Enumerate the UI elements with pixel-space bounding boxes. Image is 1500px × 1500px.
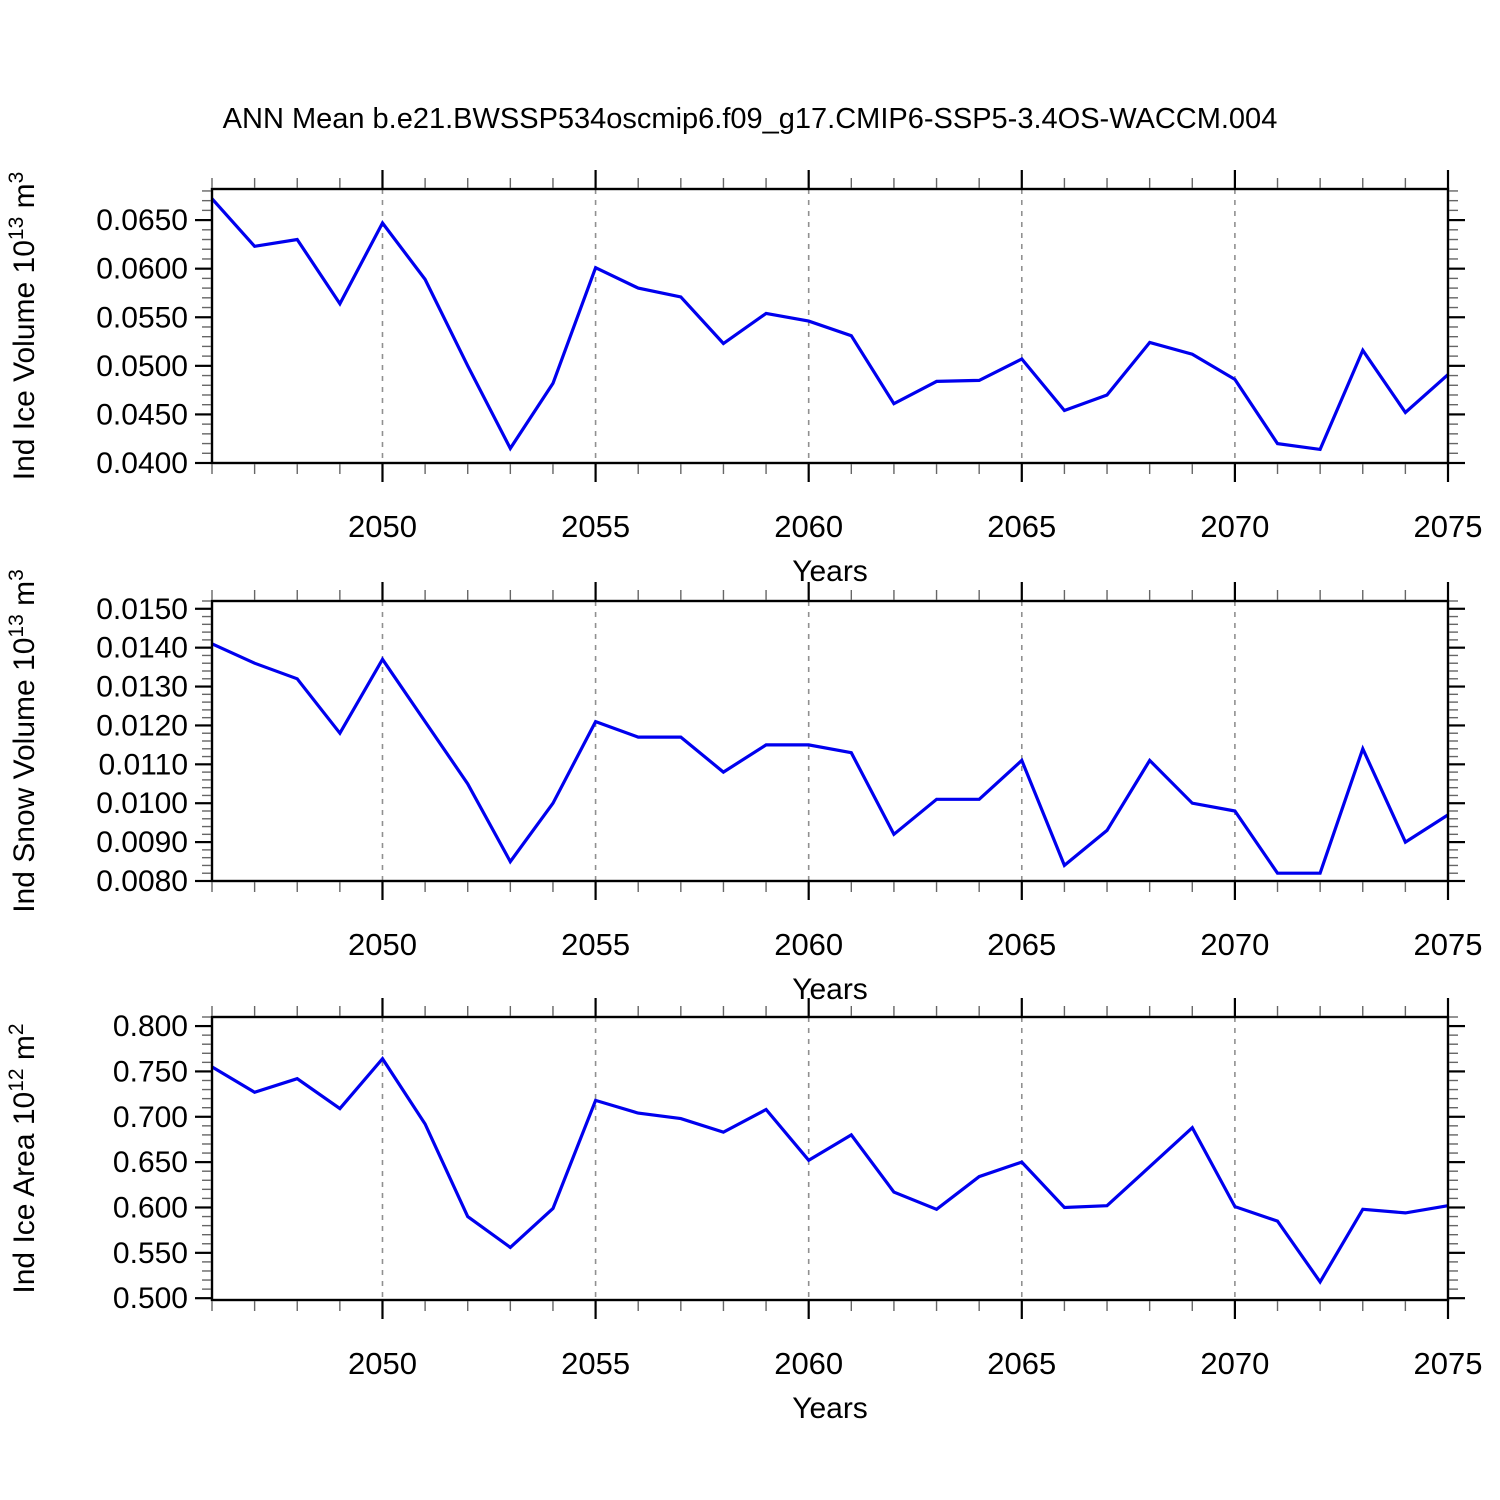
y-tick-label: 0.0120: [96, 709, 188, 742]
charts-root: 0.0400 0.0450 0.0500 0.0550 0.0600 0.0650 2050…: [5, 170, 1482, 1425]
y-tick-label: 0.0550: [96, 301, 188, 334]
y-tick-label: 0.0150: [96, 593, 188, 626]
ylabel-text: m: [8, 581, 41, 614]
ylabel-superscript: 13: [5, 217, 28, 240]
x-tick-label: 2065: [987, 1346, 1056, 1381]
y-tick-label: 0.800: [113, 1010, 188, 1043]
x-tick-label: 2055: [561, 927, 630, 962]
y-tick-label: 0.0450: [96, 398, 188, 431]
x-tick-label: 2065: [987, 509, 1056, 544]
x-tick-label: 2060: [774, 509, 843, 544]
x-tick-label: 2055: [561, 509, 630, 544]
chart-ice-area: 0.500 0.550 0.600 0.650 0.700 0.750 0.800 2050 2…: [5, 998, 1482, 1425]
x-tick-label: 2070: [1200, 1346, 1269, 1381]
y-tick-label: 0.0110: [98, 748, 188, 781]
y-tick-label: 0.600: [113, 1191, 188, 1224]
x-tick-label: 2060: [774, 1346, 843, 1381]
chart-ice-volume: 0.0400 0.0450 0.0500 0.0550 0.0600 0.0650 2050…: [5, 170, 1482, 588]
y-tick-label: 0.0100: [96, 787, 188, 820]
ylabel-superscript: 3: [5, 569, 28, 581]
plot-title: ANN Mean b.e21.BWSSP534oscmip6.f09_g17.C…: [223, 103, 1278, 135]
y-tick-label: 0.0400: [96, 447, 188, 480]
ylabel-superscript: 13: [5, 614, 28, 637]
x-axis-label: Years: [792, 1392, 868, 1425]
ylabel-text: Ind Ice Volume 10: [8, 240, 41, 480]
x-tick-label: 2070: [1200, 927, 1269, 962]
plot-frame: [210, 187, 1450, 465]
plot-frame: [210, 599, 1450, 883]
ylabel-superscript: 2: [5, 1023, 28, 1035]
data-line: [211, 1056, 1449, 1285]
x-tick-label: 2070: [1200, 509, 1269, 544]
data-line: [211, 642, 1449, 875]
y-tick-label: 0.750: [113, 1055, 188, 1088]
ylabel-text: m: [8, 183, 41, 216]
ylabel-text: Ind Ice Area 10: [8, 1092, 41, 1294]
x-tick-label: 2060: [774, 927, 843, 962]
y-axis-label: Ind Snow Volume 1013 m3: [5, 569, 41, 913]
y-tick-label: 0.0600: [96, 253, 188, 286]
ylabel-superscript: 3: [5, 172, 28, 184]
x-tick-label: 2050: [348, 1346, 417, 1381]
y-tick-label: 0.0650: [96, 204, 188, 237]
y-tick-label: 0.550: [113, 1237, 188, 1270]
y-tick-label: 0.700: [113, 1101, 188, 1134]
x-tick-label: 2055: [561, 1346, 630, 1381]
y-tick-label: 0.0140: [96, 632, 188, 665]
x-tick-label: 2065: [987, 927, 1056, 962]
ylabel-text: Ind Snow Volume 10: [8, 638, 41, 913]
ylabel-superscript: 12: [5, 1068, 28, 1091]
x-axis-label: Years: [792, 973, 868, 1006]
x-tick-label: 2050: [348, 509, 417, 544]
y-tick-label: 0.650: [113, 1146, 188, 1179]
x-axis-label: Years: [792, 555, 868, 588]
x-tick-label: 2050: [348, 927, 417, 962]
x-tick-label: 2075: [1414, 927, 1483, 962]
y-axis-label: Ind Ice Area 1012 m2: [5, 1023, 41, 1293]
y-tick-label: 0.0500: [96, 350, 188, 383]
ylabel-text: m: [8, 1035, 41, 1068]
y-tick-label: 0.500: [113, 1282, 188, 1315]
plot-frame: [210, 1015, 1450, 1302]
chart-snow-volume: 0.0080 0.0090 0.0100 0.0110 0.0120 0.0130 0.01…: [5, 569, 1482, 1006]
y-tick-label: 0.0080: [96, 865, 188, 898]
y-axis-label: Ind Ice Volume 1013 m3: [5, 172, 41, 481]
y-tick-label: 0.0090: [96, 826, 188, 859]
x-tick-label: 2075: [1414, 1346, 1483, 1381]
x-tick-label: 2075: [1414, 509, 1483, 544]
y-tick-label: 0.0130: [96, 671, 188, 704]
data-line: [210, 197, 1450, 452]
